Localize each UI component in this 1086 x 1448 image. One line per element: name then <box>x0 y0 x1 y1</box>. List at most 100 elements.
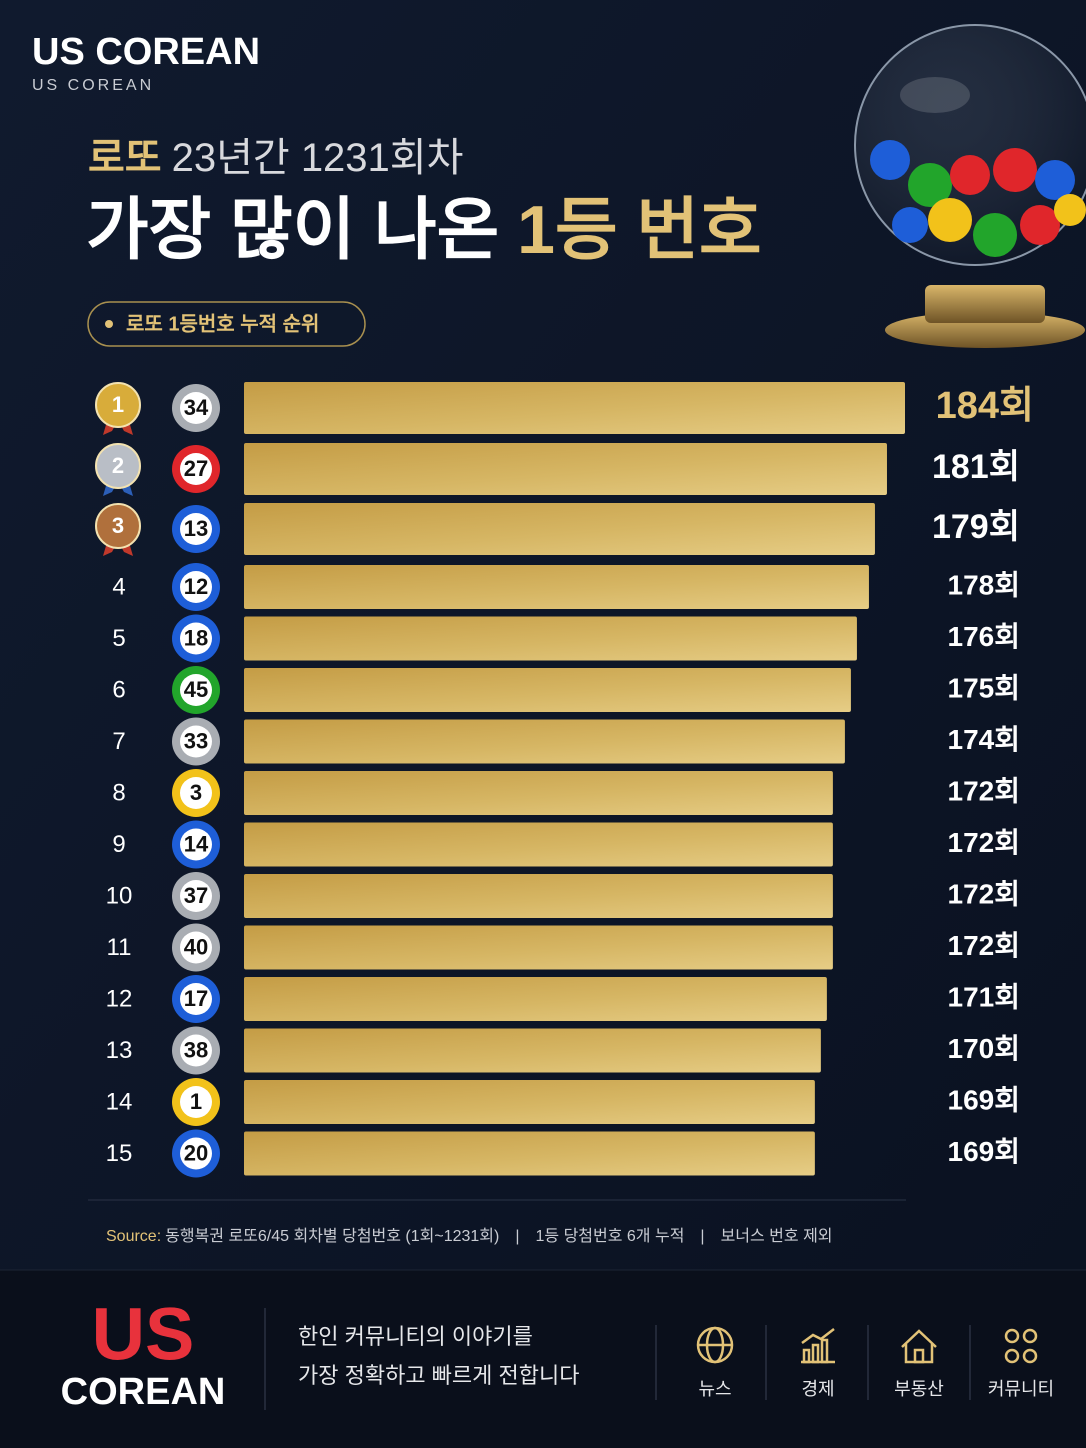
value-label: 169회 <box>948 1084 1020 1115</box>
title-line1: 로또 23년간 1231회차 <box>88 136 463 180</box>
lottery-globe <box>854 24 1086 348</box>
bar <box>244 1080 815 1124</box>
ball-face <box>180 931 212 964</box>
ball-number: 3 <box>190 780 202 805</box>
ball-face <box>180 828 212 861</box>
tagline: 한인 커뮤니티의 이야기를 <box>298 1324 533 1349</box>
ball-face <box>180 983 212 1015</box>
badge-text: 로또 1등번호 누적 순위 <box>126 312 319 335</box>
source-part: 보너스 번호 제외 <box>721 1227 833 1245</box>
value-label: 169회 <box>948 1136 1020 1167</box>
brand-sub: US COREAN <box>32 77 154 94</box>
bar <box>244 977 827 1021</box>
rank-label: 13 <box>106 1037 133 1064</box>
bar <box>244 719 845 764</box>
value-label: 179회 <box>932 508 1020 546</box>
ball-number: 40 <box>184 934 208 959</box>
value-label: 181회 <box>932 448 1020 486</box>
rank-label: 5 <box>112 625 125 652</box>
bar <box>244 382 905 434</box>
medal <box>95 503 141 549</box>
ball-face <box>180 1137 212 1170</box>
medal <box>95 443 141 489</box>
ball-face <box>180 453 212 485</box>
nav-item[interactable]: 부동산 <box>894 1379 944 1399</box>
nav-item[interactable]: 뉴스 <box>698 1379 731 1399</box>
ball-number: 17 <box>184 986 208 1011</box>
title-line2: 가장 많이 나온 1등 번호 <box>86 192 762 268</box>
value-label: 170회 <box>948 1033 1020 1064</box>
source: Source: 동행복권 로또6/45 회차별 당첨번호 (1회~1231회) | 1… <box>106 1227 833 1245</box>
rank-label: 11 <box>107 934 132 961</box>
value-label: 172회 <box>948 827 1020 858</box>
value-label: 176회 <box>948 621 1020 652</box>
rank-label: 2 <box>112 453 124 478</box>
bar <box>244 822 833 867</box>
brand: US COREAN <box>32 31 260 73</box>
bar <box>244 925 833 970</box>
bar <box>244 874 833 918</box>
value-label: 174회 <box>948 724 1020 755</box>
rank-label: 12 <box>106 985 133 1012</box>
tagline: 가장 정확하고 빠르게 전합니다 <box>298 1363 579 1388</box>
nav-seps <box>655 1325 971 1400</box>
value-label: 172회 <box>948 878 1020 909</box>
title-text: 가장 많이 나온 <box>86 192 499 268</box>
ball-face <box>180 777 212 809</box>
source-part: 1등 당첨번호 6개 누적 <box>536 1227 685 1245</box>
nav-item[interactable]: 커뮤니티 <box>988 1379 1054 1399</box>
rank-label: 4 <box>112 573 125 600</box>
ball-face <box>180 1086 212 1118</box>
ball-face <box>180 392 212 424</box>
ball-number: 38 <box>184 1037 208 1062</box>
rank-label: 10 <box>106 882 133 909</box>
value-label: 172회 <box>948 775 1020 806</box>
bar <box>244 443 887 495</box>
title-highlight: 1등 번호 <box>517 192 761 268</box>
footer-logo-bottom: COREAN <box>61 1371 226 1413</box>
rank-label: 8 <box>112 779 125 806</box>
source-sep: | <box>515 1228 519 1245</box>
ball-face <box>180 571 212 603</box>
ball-face <box>180 622 212 655</box>
ball-number: 34 <box>184 395 209 420</box>
nav: 뉴스 경제 부동산 커뮤니티 <box>698 1379 1054 1399</box>
rank-label: 9 <box>112 831 125 858</box>
medal <box>95 382 141 428</box>
ball-face <box>180 674 212 706</box>
rank-label: 1 <box>112 392 124 417</box>
rank-label: 7 <box>112 728 125 755</box>
ball-number: 37 <box>184 883 208 908</box>
bar <box>244 1028 821 1073</box>
ball-face <box>180 513 212 545</box>
title-highlight: 로또 <box>88 136 162 180</box>
ball-number: 1 <box>190 1089 202 1114</box>
value-label: 184회 <box>936 385 1034 427</box>
source-prefix: Source: <box>106 1228 161 1245</box>
bar <box>244 565 869 609</box>
title-text: 23년간 1231회차 <box>172 136 464 180</box>
ball-number: 45 <box>184 677 208 702</box>
ball-number: 12 <box>184 574 208 599</box>
rank-label: 3 <box>112 513 124 538</box>
footer-logo-top: US <box>92 1293 195 1376</box>
ball-face <box>180 880 212 912</box>
badge-dot <box>105 320 113 328</box>
rank-label: 6 <box>112 676 125 703</box>
nav-item[interactable]: 경제 <box>801 1379 834 1399</box>
ball-number: 18 <box>184 625 208 650</box>
ball-number: 14 <box>184 831 209 856</box>
badge <box>87 301 366 347</box>
bar <box>244 668 851 712</box>
nav-icons <box>696 1326 1038 1364</box>
value-label: 171회 <box>948 981 1020 1012</box>
ball-number: 33 <box>184 728 208 753</box>
ball-number: 13 <box>184 516 208 541</box>
value-label: 178회 <box>948 569 1020 600</box>
bar <box>244 616 857 661</box>
bar <box>244 503 875 555</box>
source-sep: | <box>700 1228 704 1245</box>
